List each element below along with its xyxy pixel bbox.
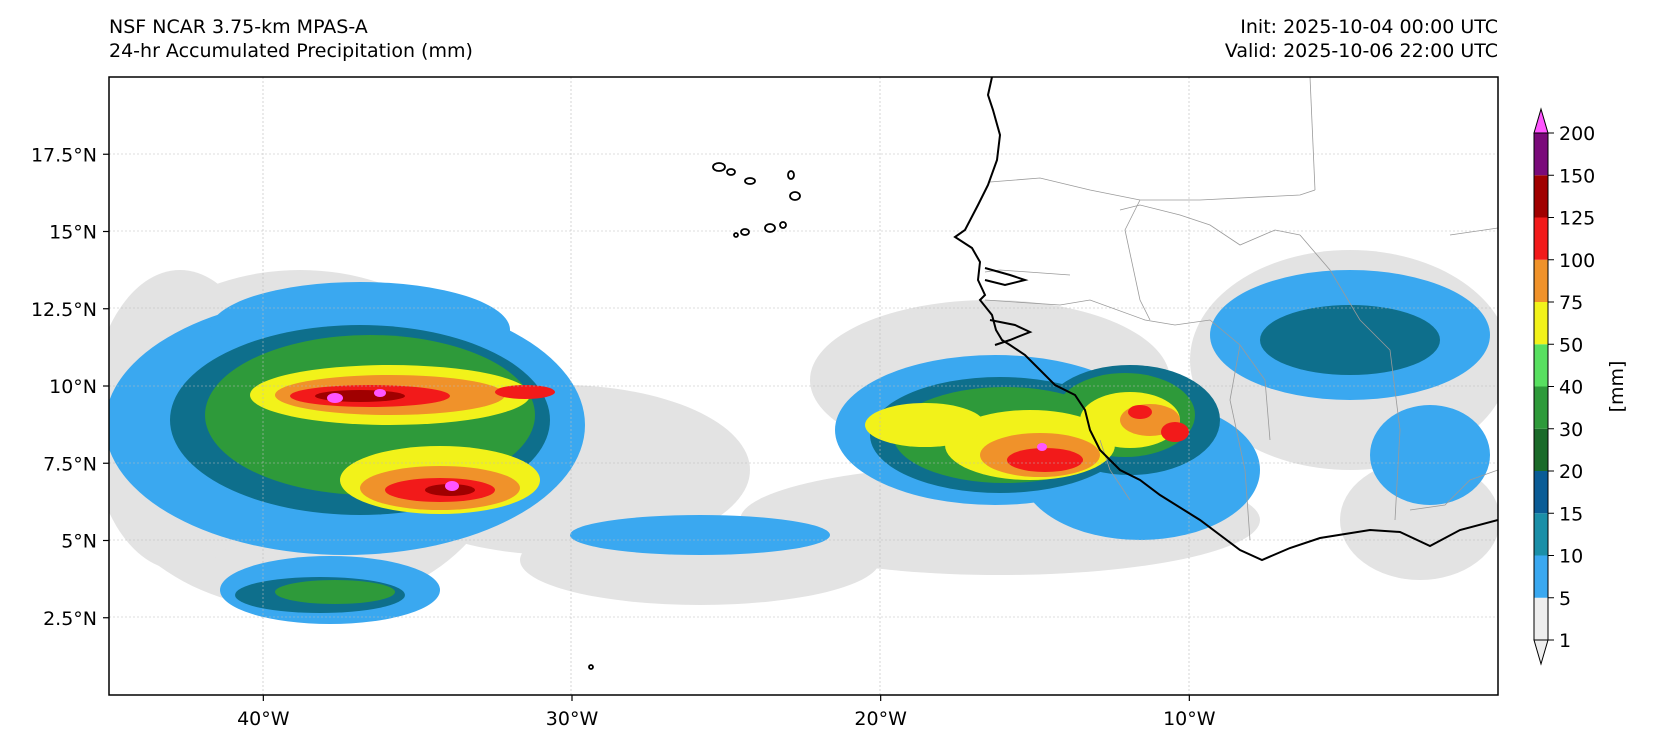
colorbar-level-label: 15 — [1559, 503, 1583, 525]
x-tick-label: 20°W — [854, 708, 907, 730]
colorbar-segment — [1534, 217, 1548, 260]
y-tick-label: 2.5°N — [43, 608, 97, 630]
model-title: NSF NCAR 3.75-km MPAS-A — [109, 16, 368, 38]
y-tick-label: 17.5°N — [31, 144, 97, 166]
colorbar-level-label: 50 — [1559, 334, 1583, 356]
colorbar-level-label: 125 — [1559, 208, 1595, 230]
colorbar-segment — [1534, 513, 1548, 556]
precip-field — [109, 250, 1498, 624]
x-tick-label: 30°W — [546, 708, 599, 730]
colorbar-level-label: 200 — [1559, 123, 1595, 145]
colorbar-level-label: 75 — [1559, 292, 1583, 314]
y-axis-ticks: 17.5°N 15°N 12.5°N 10°N 7.5°N 5°N 2.5°N — [31, 144, 109, 630]
x-tick-label: 40°W — [237, 708, 290, 730]
colorbar-segment — [1534, 259, 1548, 302]
colorbar-segment — [1534, 428, 1548, 471]
y-tick-label: 15°N — [49, 222, 97, 244]
colorbar-segment — [1534, 386, 1548, 429]
colorbar-level-label: 100 — [1559, 250, 1595, 272]
colorbar-segment — [1534, 471, 1548, 514]
colorbar-level-label: 10 — [1559, 546, 1583, 568]
colorbar-segment — [1534, 597, 1548, 640]
valid-time: Valid: 2025-10-06 22:00 UTC — [1224, 40, 1498, 62]
colorbar-segment — [1534, 302, 1548, 345]
colorbar-level-label: 40 — [1559, 377, 1583, 399]
x-tick-label: 10°W — [1163, 708, 1216, 730]
colorbar-level-label: 20 — [1559, 461, 1583, 483]
coastline — [953, 77, 1498, 562]
colorbar-level-label: 30 — [1559, 419, 1583, 441]
header-left: NSF NCAR 3.75-km MPAS-A 24-hr Accumulate… — [109, 15, 473, 63]
x-axis-ticks: 40°W 30°W 20°W 10°W — [237, 695, 1216, 730]
init-time: Init: 2025-10-04 00:00 UTC — [1240, 16, 1498, 38]
colorbar-segment — [1534, 133, 1548, 176]
gridlines — [109, 77, 1498, 695]
coastal-islands — [984, 267, 1033, 346]
colorbar-level-label: 1 — [1559, 630, 1571, 652]
y-tick-label: 5°N — [61, 531, 97, 553]
colorbar-segment — [1534, 344, 1548, 387]
colorbar-unit-label: [mm] — [1606, 361, 1628, 413]
field-title: 24-hr Accumulated Precipitation (mm) — [109, 40, 473, 62]
colorbar — [1533, 107, 1549, 666]
header-right: Init: 2025-10-04 00:00 UTC Valid: 2025-1… — [1225, 15, 1498, 63]
colorbar-segment — [1534, 555, 1548, 598]
colorbar-extend-high — [1533, 107, 1549, 134]
colorbar-segment — [1534, 175, 1548, 218]
cape-verde-islands — [588, 162, 801, 670]
colorbar-level-label: 150 — [1559, 165, 1595, 187]
colorbar-level-label: 5 — [1559, 588, 1571, 610]
country-borders — [984, 77, 1498, 541]
precip-band-150-200 — [327, 389, 1047, 491]
y-tick-label: 10°N — [49, 376, 97, 398]
colorbar-extend-low — [1533, 639, 1549, 666]
y-tick-label: 12.5°N — [31, 299, 97, 321]
y-tick-label: 7.5°N — [43, 453, 97, 475]
